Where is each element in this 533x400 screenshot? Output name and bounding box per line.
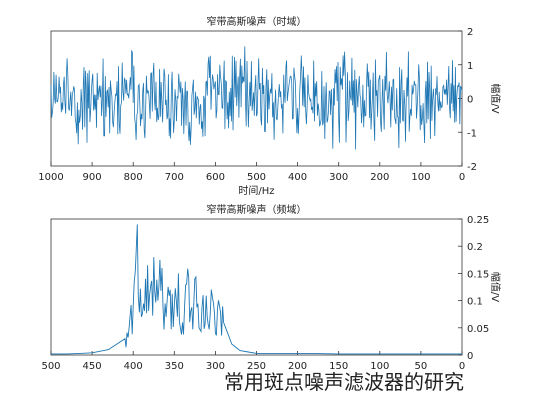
y-tick-label: 0.15 [467,269,489,280]
x-tick-label: 300 [329,172,348,183]
x-tick-label: 500 [247,172,266,183]
x-tick-label: 0 [459,361,465,372]
y-tick-label: 0.25 [467,215,489,226]
y-tick-label: -2 [467,162,477,173]
y-tick-label: 0.2 [467,242,483,253]
x-tick-label: 600 [206,172,225,183]
x-tick-label: 250 [247,361,266,372]
y-axis-label-1: 幅值/V [489,272,502,302]
series-line-0 [50,46,463,150]
x-tick-label: 400 [124,361,143,372]
y-tick-label: 1 [467,61,473,72]
chart-title-1: 窄带高斯噪声（频域） [207,203,307,216]
y-tick-label: 0.05 [467,324,489,335]
x-axis-label-0: 时间/Hz [238,184,274,197]
series-line-1 [51,224,462,355]
plot-frame-1 [50,218,463,356]
frequency-domain-chart: 窄带高斯噪声（频域）500 450 400 350 300 250 200 150 100 50 0… [41,203,502,372]
x-tick-label: 450 [83,361,102,372]
x-tick-label: 400 [288,172,307,183]
y-tick-label: 2 [467,27,473,38]
x-tick-label: 50 [415,361,428,372]
x-tick-label: 350 [165,361,184,372]
x-tick-label: 1000 [38,172,63,183]
x-tick-label: 300 [206,361,225,372]
x-tick-label: 900 [83,172,102,183]
x-tick-label: 150 [329,361,348,372]
x-tick-label: 100 [370,361,389,372]
x-tick-label: 0 [459,172,465,183]
chart-title-0: 窄带高斯噪声（时域） [207,15,307,28]
figure-caption: 常用斑点噪声滤波器的研究 [224,370,464,394]
y-tick-label: 0 [467,95,473,106]
x-tick-label: 200 [370,172,389,183]
x-tick-label: 100 [411,172,430,183]
x-tick-label: 800 [124,172,143,183]
y-tick-label: 0.1 [467,297,483,308]
y-axis-label-0: 幅值/V [489,83,502,113]
y-tick-label: 0 [467,351,473,362]
y-tick-label: -1 [467,128,477,139]
time-domain-chart: 窄带高斯噪声（时域）1000 900 800 700 600 500 400 300 200 10… [38,15,502,197]
x-tick-label: 500 [41,361,60,372]
x-tick-label: 200 [288,361,307,372]
x-tick-label: 700 [165,172,184,183]
